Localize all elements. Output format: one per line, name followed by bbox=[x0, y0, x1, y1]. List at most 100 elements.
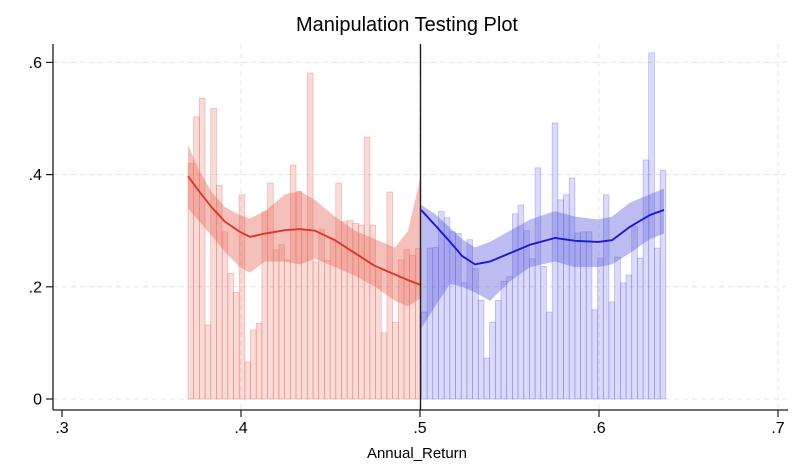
histogram-bar bbox=[216, 184, 223, 400]
histogram-bar bbox=[563, 194, 570, 400]
histogram-bar bbox=[648, 52, 655, 400]
histogram-bar bbox=[625, 274, 633, 400]
above-cutoff-series bbox=[420, 52, 667, 400]
histogram-bar bbox=[324, 260, 331, 400]
histogram-bar bbox=[529, 258, 536, 400]
histogram-bar bbox=[438, 211, 445, 400]
histogram-bar bbox=[585, 231, 593, 400]
histogram-bar bbox=[199, 97, 206, 400]
histogram-bar bbox=[369, 224, 376, 400]
histogram-bar bbox=[494, 299, 502, 400]
histogram-bar bbox=[375, 269, 382, 400]
histogram-bar bbox=[557, 199, 564, 400]
histogram-bar bbox=[284, 259, 291, 400]
histogram-bar bbox=[221, 231, 229, 400]
x-axis-label: Annual_Return bbox=[367, 445, 467, 462]
histogram-bar bbox=[233, 292, 240, 400]
x-tick-label: .7 bbox=[771, 420, 784, 437]
histogram-bar bbox=[227, 272, 234, 400]
histogram-bar bbox=[244, 361, 251, 400]
histogram-bar bbox=[551, 122, 559, 400]
histogram-bar bbox=[210, 108, 217, 400]
histogram-bar bbox=[540, 266, 547, 400]
histogram-bar bbox=[614, 256, 621, 400]
histogram-bar bbox=[267, 182, 274, 400]
histogram-bar bbox=[654, 247, 661, 400]
histogram-bar bbox=[500, 280, 508, 400]
histogram-bar bbox=[289, 164, 297, 400]
histogram-bar bbox=[403, 249, 411, 400]
histogram-bar bbox=[409, 255, 416, 400]
histogram-bar bbox=[272, 249, 280, 400]
histogram-bar bbox=[659, 169, 667, 400]
y-tick-label: .4 bbox=[29, 167, 42, 184]
histogram-bar bbox=[619, 282, 627, 400]
histogram-bar bbox=[591, 309, 598, 400]
histogram-bar bbox=[637, 257, 644, 400]
histogram-bar bbox=[187, 163, 195, 400]
histogram-bar bbox=[386, 191, 393, 400]
histogram-bar bbox=[466, 239, 473, 400]
x-tick-label: .3 bbox=[55, 420, 68, 437]
histogram-bar bbox=[380, 332, 388, 400]
density-line bbox=[187, 175, 422, 287]
histogram-bar bbox=[238, 194, 246, 400]
histogram-bar bbox=[397, 259, 405, 400]
density-line bbox=[420, 209, 665, 266]
histogram-bar bbox=[512, 213, 519, 400]
histogram-bar bbox=[523, 230, 530, 400]
histogram-bar bbox=[602, 194, 610, 400]
histogram-bar bbox=[392, 321, 399, 400]
histogram-bar bbox=[193, 116, 200, 400]
histogram-bar bbox=[472, 267, 479, 400]
histogram-bar bbox=[574, 232, 581, 400]
confidence-band bbox=[188, 145, 422, 307]
tick-labels: 0 .2 .4 .6 .3 .4 .5 .6 .7 bbox=[29, 55, 785, 437]
histogram-bar bbox=[346, 220, 354, 400]
histogram-bar bbox=[307, 72, 314, 400]
y-tick-label: .6 bbox=[29, 55, 42, 72]
histogram-bar bbox=[517, 204, 525, 400]
y-tick-label: .2 bbox=[29, 279, 42, 296]
x-tick-label: .5 bbox=[413, 420, 426, 437]
histogram-bar bbox=[312, 261, 320, 400]
histogram-bar bbox=[204, 324, 212, 400]
histogram-bar bbox=[335, 182, 342, 400]
chart-title: Manipulation Testing Plot bbox=[296, 14, 518, 36]
histogram-bar bbox=[460, 282, 468, 400]
y-tick-label: 0 bbox=[33, 392, 42, 409]
histogram-bar bbox=[278, 244, 285, 400]
histogram-bar bbox=[483, 357, 490, 400]
histogram-bar bbox=[443, 217, 451, 400]
histogram-bar bbox=[546, 311, 553, 400]
histogram-bar bbox=[352, 223, 359, 400]
histogram-bar bbox=[631, 226, 638, 400]
histogram-bar bbox=[489, 321, 496, 400]
confidence-band bbox=[421, 188, 664, 329]
histogram-bar bbox=[568, 177, 576, 400]
histogram-bar bbox=[301, 230, 308, 400]
histogram-bar bbox=[432, 247, 439, 400]
histogram-bar bbox=[534, 167, 542, 400]
histogram-bar bbox=[426, 247, 434, 400]
histogram-bar bbox=[341, 221, 348, 400]
histogram-bar bbox=[642, 159, 650, 400]
axes bbox=[46, 44, 788, 417]
x-tick-label: .6 bbox=[592, 420, 605, 437]
histogram-bar bbox=[449, 231, 456, 400]
x-tick-label: .4 bbox=[234, 420, 247, 437]
histogram-bar bbox=[506, 276, 513, 400]
histogram-bar bbox=[608, 301, 616, 400]
histogram-bar bbox=[358, 224, 365, 400]
histogram-bar bbox=[477, 299, 485, 400]
histogram-bar bbox=[318, 229, 325, 400]
histogram-bar bbox=[363, 136, 371, 400]
histogram-bar bbox=[597, 257, 604, 400]
histogram-bar bbox=[580, 231, 587, 400]
histogram-bar bbox=[455, 233, 462, 400]
histogram-bar bbox=[295, 191, 303, 400]
histogram-bar bbox=[421, 311, 428, 400]
histogram-bar bbox=[250, 329, 257, 400]
